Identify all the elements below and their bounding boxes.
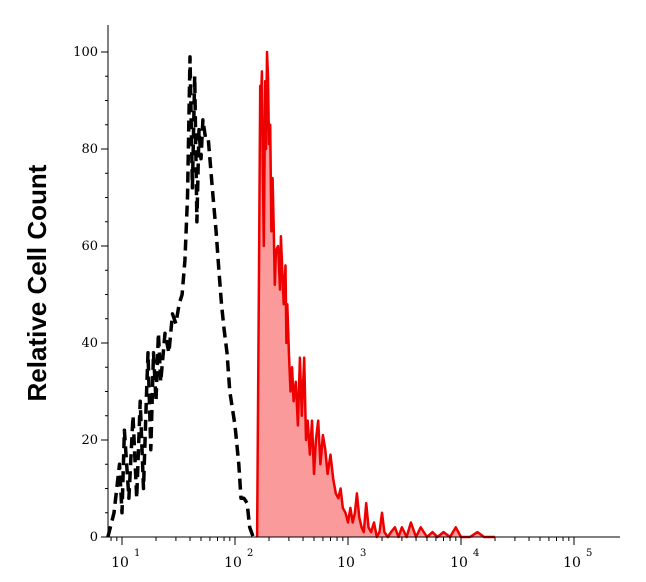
y-tick-label: 40	[81, 336, 98, 351]
plot-area	[106, 50, 495, 539]
x-tick-exponent: 3	[360, 548, 366, 559]
x-tick-exponent: 4	[473, 548, 479, 559]
y-tick-label: 100	[73, 45, 98, 60]
y-tick-label: 0	[90, 530, 98, 545]
series-0-line	[106, 55, 255, 538]
x-tick-label: 10	[224, 555, 242, 571]
y-tick-label: 80	[81, 142, 98, 157]
x-tick-exponent: 1	[134, 548, 140, 559]
x-tick-label: 10	[111, 555, 129, 571]
y-axis-label: Relative Cell Count	[22, 164, 52, 401]
y-tick-label: 20	[81, 433, 98, 448]
x-tick-label: 10	[563, 555, 581, 571]
x-tick-exponent: 2	[247, 548, 253, 559]
x-tick-label: 10	[337, 555, 355, 571]
x-tick-exponent: 5	[586, 548, 592, 559]
series-1-line	[255, 50, 495, 539]
x-tick-label: 10	[450, 555, 468, 571]
y-tick-label: 60	[81, 239, 98, 254]
axes: 0 20 40 60 80 100 10 1 10 2 10 3 10 4 10 5	[73, 25, 620, 571]
series-1-fill	[257, 52, 495, 537]
